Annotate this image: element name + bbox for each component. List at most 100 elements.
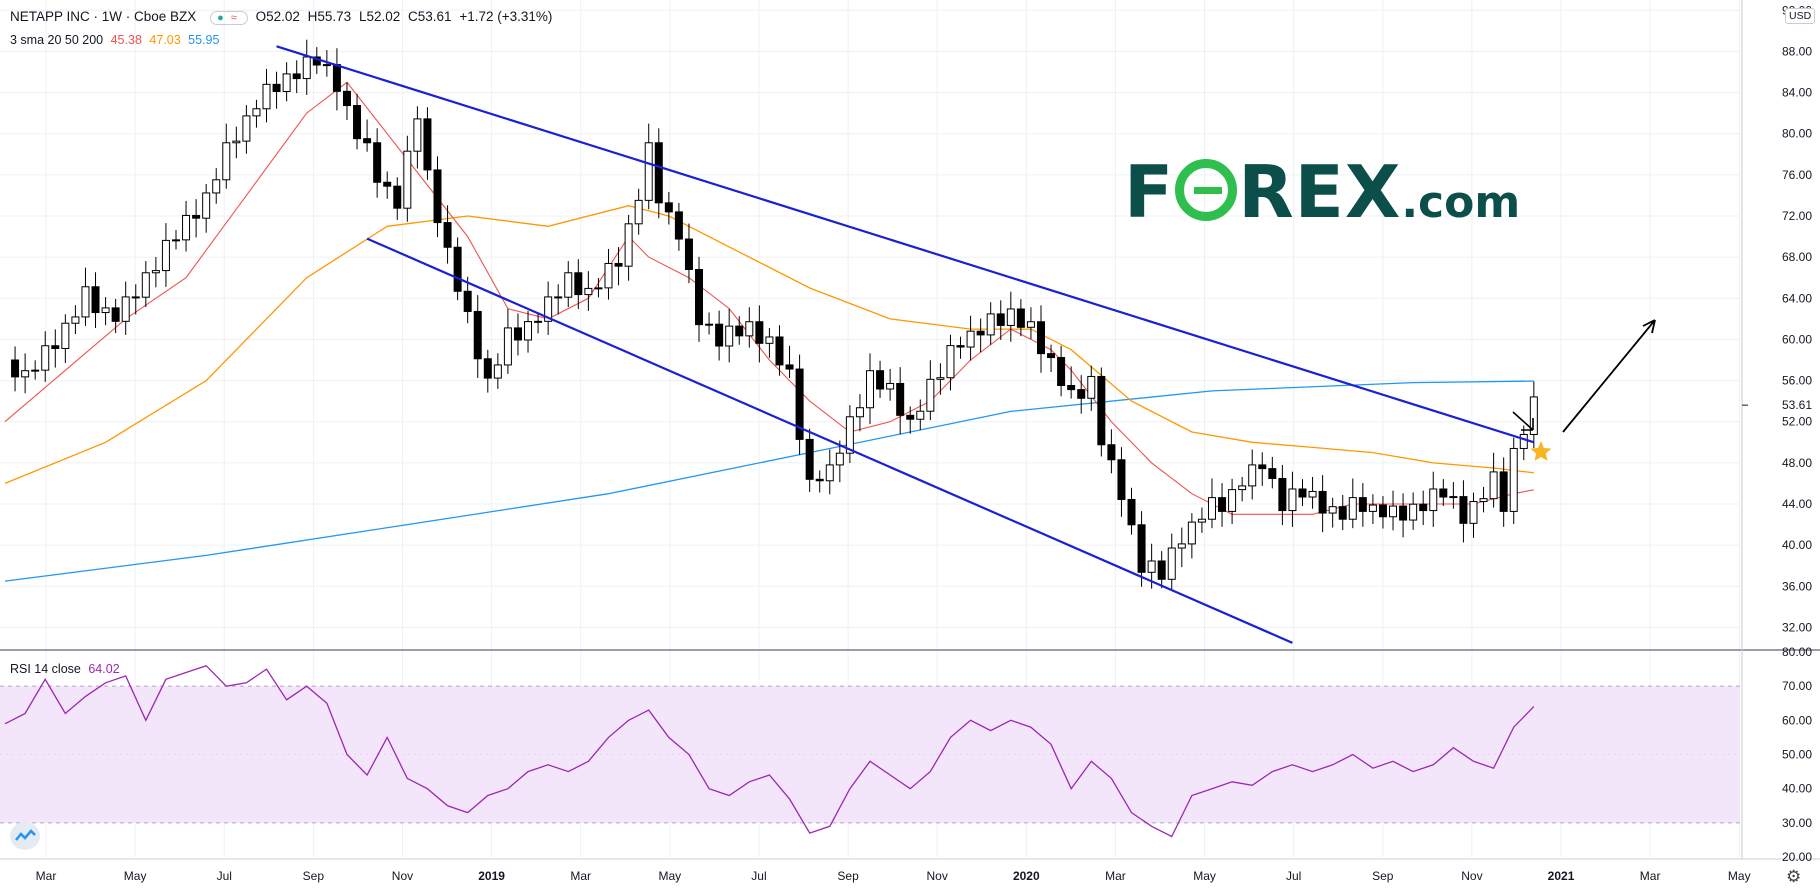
settings-gear-icon[interactable]: ⚙ bbox=[1786, 867, 1802, 886]
candle-up bbox=[855, 407, 864, 418]
candle-down bbox=[131, 296, 140, 299]
candle-down bbox=[1378, 504, 1387, 518]
candle-up bbox=[161, 239, 170, 272]
status-badge[interactable]: ● ≈ bbox=[210, 11, 248, 25]
wave-icon: ≈ bbox=[230, 12, 237, 24]
candle-down bbox=[674, 211, 683, 240]
candle-down bbox=[715, 323, 724, 347]
time-tick-label: May bbox=[1728, 869, 1751, 883]
price-tick-label: 40.00 bbox=[1782, 538, 1812, 552]
candle-down bbox=[453, 246, 462, 292]
candle-down bbox=[654, 142, 663, 204]
candle-down bbox=[1157, 560, 1166, 580]
candle-up bbox=[1409, 503, 1418, 521]
price-tick-label: 32.00 bbox=[1782, 620, 1812, 634]
candle-up bbox=[624, 223, 633, 267]
time-tick-label: Mar bbox=[1640, 869, 1661, 883]
candle-down bbox=[1268, 468, 1277, 479]
candle-down bbox=[1127, 498, 1136, 526]
candle-up bbox=[926, 378, 935, 412]
live-dot-icon: ● bbox=[217, 12, 224, 24]
candle-down bbox=[1036, 321, 1045, 355]
candle-down bbox=[795, 368, 804, 440]
candle-down bbox=[1298, 488, 1307, 498]
candle-up bbox=[1238, 485, 1247, 491]
candle-down bbox=[1067, 385, 1076, 391]
price-tick-label: 64.00 bbox=[1782, 291, 1812, 305]
change-value: +1.72 (+3.31%) bbox=[459, 9, 553, 24]
candle-up bbox=[141, 272, 150, 298]
candle-down bbox=[272, 83, 281, 92]
candle-down bbox=[1057, 357, 1066, 387]
candle-up bbox=[745, 321, 754, 337]
candle-down bbox=[192, 214, 201, 219]
candle-up bbox=[222, 142, 231, 181]
candle-up bbox=[252, 108, 261, 117]
rsi-value: 64.02 bbox=[88, 662, 120, 676]
price-tick-label: 68.00 bbox=[1782, 250, 1812, 264]
candle-down bbox=[292, 73, 301, 80]
time-tick-label: Sep bbox=[1372, 869, 1394, 883]
last-price-label: 53.61 bbox=[1782, 398, 1812, 412]
candle-down bbox=[1077, 389, 1086, 399]
symbol-title[interactable]: NETAPP INC · 1W · Cboe BZX bbox=[10, 9, 197, 24]
candle-up bbox=[866, 370, 874, 409]
rsi-line bbox=[4, 664, 1535, 838]
time-tick-label: Nov bbox=[392, 869, 413, 883]
candle-down bbox=[775, 336, 784, 366]
candle-down bbox=[1459, 496, 1468, 524]
logo-letter-f: F bbox=[1124, 150, 1175, 234]
sma50-value: 47.03 bbox=[149, 33, 181, 47]
candle-down bbox=[1117, 459, 1126, 500]
currency-label[interactable]: USD bbox=[1785, 8, 1816, 24]
close-value: C53.61 bbox=[408, 9, 452, 24]
candle-up bbox=[1429, 488, 1438, 512]
candle-up bbox=[151, 270, 160, 274]
candle-down bbox=[1107, 444, 1116, 461]
sma-legend[interactable]: 3 sma 20 50 200 45.38 47.03 55.95 bbox=[10, 33, 223, 47]
candle-up bbox=[845, 416, 854, 454]
rsi-tick-label: 80.00 bbox=[1782, 645, 1812, 659]
candle-up bbox=[61, 322, 70, 349]
price-tick-label: 56.00 bbox=[1782, 374, 1812, 388]
candle-down bbox=[332, 64, 341, 92]
time-tick-label: May bbox=[1193, 869, 1216, 883]
candle-up bbox=[81, 286, 90, 318]
time-tick-label: Nov bbox=[927, 869, 948, 883]
candle-down bbox=[614, 262, 623, 267]
candle-up bbox=[1147, 560, 1156, 573]
time-tick-label: Sep bbox=[837, 869, 859, 883]
candle-up bbox=[1248, 464, 1257, 487]
candle-down bbox=[111, 307, 120, 322]
lower-trendline bbox=[366, 237, 1293, 644]
candle-up bbox=[825, 464, 834, 482]
candle-up bbox=[1529, 396, 1538, 435]
rsi-legend[interactable]: RSI 14 close 64.02 bbox=[10, 662, 124, 676]
candle-up bbox=[1187, 521, 1196, 545]
candle-up bbox=[1348, 497, 1357, 520]
candle-down bbox=[1016, 308, 1025, 328]
candle-down bbox=[353, 105, 362, 140]
tradingview-logo-icon[interactable] bbox=[10, 822, 40, 850]
price-tick-label: 52.00 bbox=[1782, 415, 1812, 429]
candle-down bbox=[876, 370, 885, 390]
candle-down bbox=[554, 296, 563, 299]
time-tick-label: 2021 bbox=[1548, 869, 1575, 883]
rsi-tick-label: 60.00 bbox=[1782, 713, 1812, 727]
candle-down bbox=[51, 345, 60, 349]
rsi-label: RSI 14 close bbox=[10, 662, 81, 676]
candle-down bbox=[1318, 490, 1327, 514]
candle-down bbox=[815, 478, 824, 482]
sma20-line bbox=[4, 81, 1534, 515]
candle-up bbox=[41, 345, 50, 371]
candle-down bbox=[684, 238, 693, 270]
rsi-tick-label: 30.00 bbox=[1782, 816, 1812, 830]
time-tick-label: Sep bbox=[303, 869, 325, 883]
logo-dotcom: .com bbox=[1401, 177, 1521, 228]
candle-up bbox=[725, 325, 734, 347]
candle-up bbox=[1167, 547, 1176, 580]
time-tick-label: May bbox=[124, 869, 147, 883]
candle-up bbox=[765, 336, 774, 344]
candle-up bbox=[1308, 490, 1317, 498]
